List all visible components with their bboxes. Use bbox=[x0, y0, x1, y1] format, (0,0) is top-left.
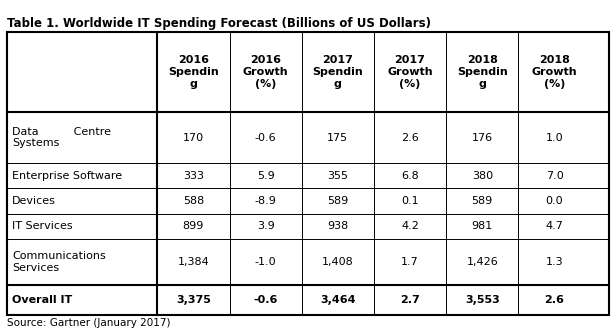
Text: -8.9: -8.9 bbox=[255, 196, 277, 206]
Text: 170: 170 bbox=[183, 133, 204, 143]
Text: 6.8: 6.8 bbox=[401, 171, 419, 181]
Text: 3.9: 3.9 bbox=[256, 221, 275, 231]
Text: 0.1: 0.1 bbox=[401, 196, 419, 206]
Text: 1.0: 1.0 bbox=[546, 133, 563, 143]
Text: 2018
Growth
(%): 2018 Growth (%) bbox=[532, 56, 577, 89]
Text: 7.0: 7.0 bbox=[545, 171, 564, 181]
Text: 2017
Spendin
g: 2017 Spendin g bbox=[313, 56, 363, 89]
Text: 899: 899 bbox=[183, 221, 204, 231]
Text: 2016
Spendin
g: 2016 Spendin g bbox=[168, 56, 218, 89]
Text: 589: 589 bbox=[472, 196, 493, 206]
Text: Data          Centre
Systems: Data Centre Systems bbox=[12, 127, 111, 148]
Text: Overall IT: Overall IT bbox=[12, 295, 72, 305]
Text: 588: 588 bbox=[183, 196, 204, 206]
Text: Devices: Devices bbox=[12, 196, 56, 206]
Text: Table 1. Worldwide IT Spending Forecast (Billions of US Dollars): Table 1. Worldwide IT Spending Forecast … bbox=[7, 17, 431, 30]
Text: 2.6: 2.6 bbox=[545, 295, 564, 305]
Text: 981: 981 bbox=[472, 221, 493, 231]
Text: 3,375: 3,375 bbox=[176, 295, 211, 305]
Text: 5.9: 5.9 bbox=[256, 171, 275, 181]
Text: 175: 175 bbox=[327, 133, 348, 143]
Text: 1.3: 1.3 bbox=[546, 257, 563, 267]
Text: -0.6: -0.6 bbox=[253, 295, 278, 305]
Text: 2016
Growth
(%): 2016 Growth (%) bbox=[243, 56, 288, 89]
Text: 1.7: 1.7 bbox=[401, 257, 419, 267]
Text: 2.6: 2.6 bbox=[401, 133, 419, 143]
Text: -0.6: -0.6 bbox=[255, 133, 277, 143]
Text: 2018
Spendin
g: 2018 Spendin g bbox=[457, 56, 507, 89]
Text: 176: 176 bbox=[472, 133, 493, 143]
Text: -1.0: -1.0 bbox=[255, 257, 277, 267]
Text: 938: 938 bbox=[327, 221, 348, 231]
Bar bbox=[7, 32, 609, 315]
Text: 4.2: 4.2 bbox=[401, 221, 419, 231]
Text: 2.7: 2.7 bbox=[400, 295, 420, 305]
Text: Communications
Services: Communications Services bbox=[12, 251, 106, 273]
Text: 355: 355 bbox=[327, 171, 348, 181]
Text: 380: 380 bbox=[472, 171, 493, 181]
Text: 1,408: 1,408 bbox=[322, 257, 354, 267]
Text: 333: 333 bbox=[183, 171, 204, 181]
Text: Enterprise Software: Enterprise Software bbox=[12, 171, 122, 181]
Text: IT Services: IT Services bbox=[12, 221, 73, 231]
Text: 1,384: 1,384 bbox=[177, 257, 209, 267]
Text: 0.0: 0.0 bbox=[546, 196, 563, 206]
Text: 2017
Growth
(%): 2017 Growth (%) bbox=[387, 56, 433, 89]
Text: 589: 589 bbox=[327, 196, 348, 206]
Text: 3,464: 3,464 bbox=[320, 295, 356, 305]
Text: Source: Gartner (January 2017): Source: Gartner (January 2017) bbox=[7, 318, 171, 328]
Text: 3,553: 3,553 bbox=[465, 295, 499, 305]
Text: 1,426: 1,426 bbox=[466, 257, 498, 267]
Text: 4.7: 4.7 bbox=[545, 221, 564, 231]
